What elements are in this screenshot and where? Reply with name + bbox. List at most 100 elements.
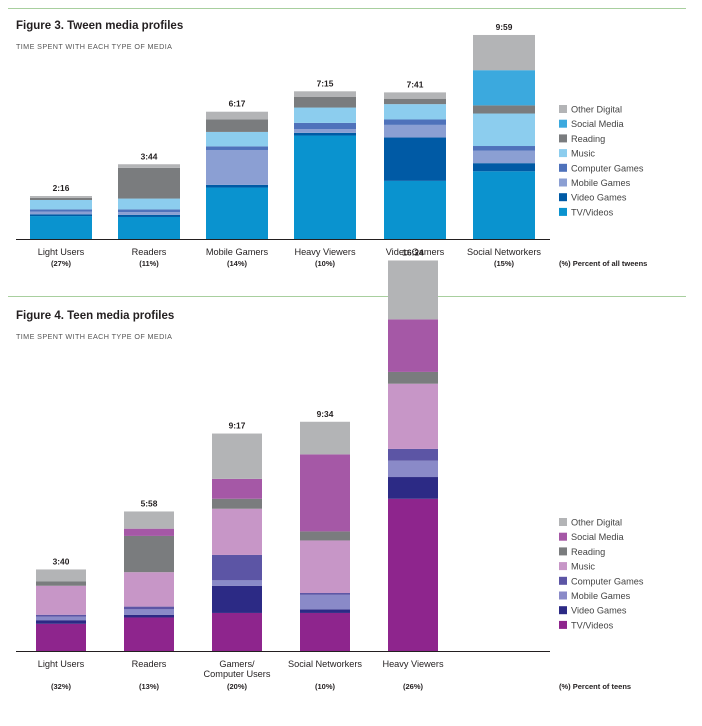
bar-segment-social-media xyxy=(300,454,350,532)
legend-swatch xyxy=(559,193,567,202)
legend-label: Mobile Games xyxy=(571,178,631,188)
category-label: Gamers/ xyxy=(219,659,255,669)
legend-swatch xyxy=(559,105,567,113)
legend-label: Music xyxy=(571,149,595,159)
bar-total-label: 9:59 xyxy=(496,22,513,32)
category-label: Social Networkers xyxy=(288,659,362,669)
bar-segment-other-digital xyxy=(36,569,86,582)
legend-swatch xyxy=(559,532,567,541)
bar-segment-music xyxy=(294,107,356,123)
bar-segment-tv-videos xyxy=(294,135,356,239)
legend-label: TV/Videos xyxy=(571,207,614,217)
legend-swatch xyxy=(559,576,567,585)
bar-segment-video-games xyxy=(300,609,350,613)
bar-total-label: 6:17 xyxy=(229,99,246,109)
bar-segment-other-digital xyxy=(206,111,268,120)
bar-segment-other-digital xyxy=(124,511,174,529)
legend-swatch xyxy=(559,620,567,629)
bar-total-label: 7:41 xyxy=(407,79,424,89)
percent-note: (%) Percent of all tweens xyxy=(559,259,647,268)
bar-segment-social-media xyxy=(388,319,438,372)
bar-segment-tv-videos xyxy=(300,612,350,651)
bar-segment-tv-videos xyxy=(384,180,446,239)
bar-segment-social-media xyxy=(124,528,174,536)
category-label: Computer Users xyxy=(204,669,271,679)
bar-segment-music xyxy=(36,585,86,615)
bar-total-label: 9:17 xyxy=(229,421,246,431)
legend-label: Mobile Games xyxy=(571,591,631,601)
bar-segment-computer-games xyxy=(206,146,268,150)
bar-segment-social-media xyxy=(212,478,262,499)
bar-segment-tv-videos xyxy=(206,187,268,239)
bar-segment-video-games xyxy=(118,214,180,217)
bar-segment-video-games xyxy=(30,214,92,217)
legend-swatch xyxy=(559,134,567,143)
percent-note: (%) Percent of teens xyxy=(559,682,631,691)
bar-segment-tv-videos xyxy=(118,216,180,239)
bar-total-label: 5:58 xyxy=(141,498,158,508)
bar-segment-reading xyxy=(294,96,356,108)
bar-segment-tv-videos xyxy=(124,617,174,651)
legend-label: Reading xyxy=(571,547,605,557)
legend-swatch xyxy=(559,178,567,187)
category-label: Mobile Gamers xyxy=(206,247,269,257)
bar-segment-other-digital xyxy=(118,164,180,168)
bar-segment-computer-games xyxy=(36,614,86,617)
bar-segment-computer-games xyxy=(30,209,92,212)
bar-segment-music xyxy=(30,200,92,210)
bar-segment-video-games xyxy=(473,163,535,172)
bar-segment-computer-games xyxy=(388,448,438,461)
category-label: Heavy Viewers xyxy=(294,247,356,257)
bar-segment-computer-games xyxy=(294,122,356,130)
bar-segment-mobile-games xyxy=(212,580,262,586)
legend-swatch xyxy=(559,606,567,615)
bar-segment-video-games xyxy=(124,614,174,618)
category-label: Social Networkers xyxy=(467,247,541,257)
bar-segment-mobile-games xyxy=(294,129,356,133)
bar-segment-video-games xyxy=(384,137,446,181)
category-label: Heavy Viewers xyxy=(382,659,444,669)
bar-segment-video-games xyxy=(388,477,438,499)
category-label: Light Users xyxy=(38,247,85,257)
bar-segment-music xyxy=(384,104,446,120)
bar-segment-reading xyxy=(124,535,174,573)
percent-label: (15%) xyxy=(494,259,515,268)
bar-segment-video-games xyxy=(36,620,86,624)
bar-total-label: 3:44 xyxy=(141,151,158,161)
bar-segment-music xyxy=(388,383,438,449)
bar-segment-mobile-games xyxy=(388,460,438,478)
bar-segment-mobile-games xyxy=(384,124,446,138)
bar-total-label: 7:15 xyxy=(317,78,334,88)
figure3-subtitle: TIME SPENT WITH EACH TYPE OF MEDIA xyxy=(16,42,173,51)
legend-swatch xyxy=(559,119,567,128)
bar-segment-mobile-games xyxy=(36,616,86,621)
bar-segment-other-digital xyxy=(294,91,356,97)
percent-label: (14%) xyxy=(227,259,248,268)
bar-segment-computer-games xyxy=(124,606,174,610)
percent-label: (32%) xyxy=(51,682,72,691)
bar-segment-music xyxy=(118,198,180,210)
percent-label: (10%) xyxy=(315,259,336,268)
bar-segment-reading xyxy=(118,167,180,199)
bar-segment-other-digital xyxy=(473,34,535,71)
bar-segment-reading xyxy=(36,581,86,586)
bar-total-label: 9:34 xyxy=(317,409,334,419)
bar-segment-reading xyxy=(212,498,262,509)
bar-segment-tv-videos xyxy=(212,612,262,651)
bar-segment-other-digital xyxy=(212,433,262,479)
figure4-subtitle: TIME SPENT WITH EACH TYPE OF MEDIA xyxy=(16,332,173,341)
bar-segment-mobile-games xyxy=(30,211,92,215)
bar-total-label: 3:40 xyxy=(53,556,70,566)
bar-segment-mobile-games xyxy=(206,149,268,185)
bar-segment-reading xyxy=(206,119,268,132)
bar-segment-other-digital xyxy=(388,260,438,320)
middle-rule xyxy=(8,296,686,297)
legend-swatch xyxy=(559,591,567,600)
bar-segment-mobile-games xyxy=(300,594,350,610)
bar-segment-music xyxy=(212,508,262,555)
bar-segment-mobile-games xyxy=(118,212,180,215)
legend-label: Reading xyxy=(571,134,605,144)
legend-label: Computer Games xyxy=(571,163,644,173)
legend-label: Other Digital xyxy=(571,518,622,528)
